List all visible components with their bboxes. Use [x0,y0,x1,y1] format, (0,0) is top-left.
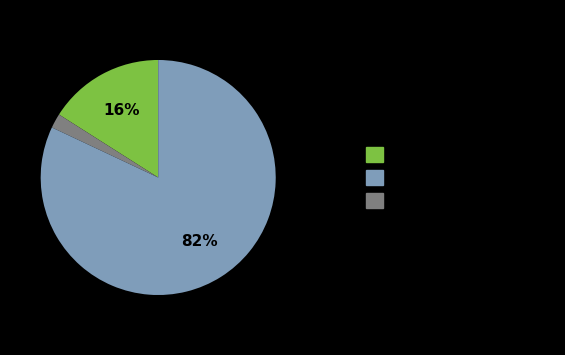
Text: 16%: 16% [103,103,140,118]
Legend: , , : , , [362,143,391,212]
Wedge shape [59,60,158,178]
Text: 82%: 82% [181,235,218,250]
Wedge shape [41,60,276,295]
Wedge shape [52,115,158,178]
